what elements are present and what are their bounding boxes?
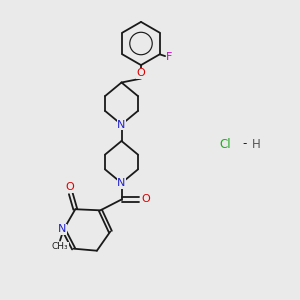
Text: N: N [117, 119, 126, 130]
Text: CH₃: CH₃ [52, 242, 68, 251]
Text: O: O [136, 68, 146, 79]
Text: Cl: Cl [219, 137, 231, 151]
Text: O: O [141, 194, 150, 205]
Text: -: - [242, 137, 247, 151]
Text: O: O [65, 182, 74, 192]
Text: H: H [252, 137, 261, 151]
Text: N: N [117, 178, 126, 188]
Text: N: N [58, 224, 66, 235]
Text: F: F [166, 52, 172, 62]
